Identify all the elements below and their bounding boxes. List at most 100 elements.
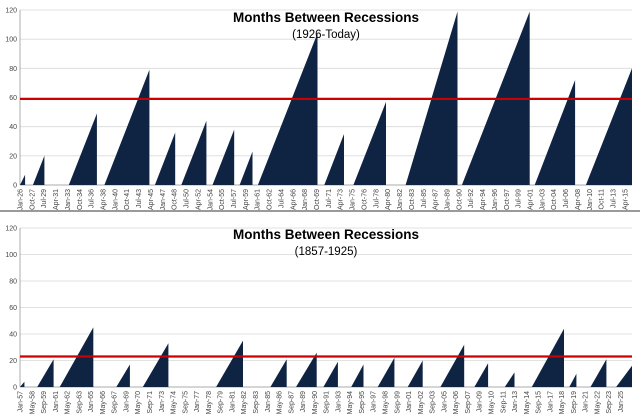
expansion-area-6 (181, 120, 207, 185)
x-tick-label: Sep-75 (182, 391, 189, 414)
x-tick-label: May-70 (135, 391, 142, 414)
x-tick-label: May-18 (559, 391, 566, 414)
expansion-area-9 (323, 361, 338, 387)
x-tick-label: May-86 (277, 391, 284, 414)
expansion-area-2 (37, 359, 54, 387)
x-tick-label: Apr-73 (338, 189, 345, 210)
expansion-area-8 (239, 151, 253, 185)
y-tick-label: 80 (9, 66, 17, 73)
chart-1857-1925: 0 20 40 60 80 100 120 Jan-57 May-58 Sep-59 Jan-61 M… (5, 226, 632, 414)
x-tick-label: Oct-97 (504, 189, 511, 210)
x-tick-label: Jan-77 (194, 391, 201, 413)
x-tick-label: Apr-08 (575, 189, 582, 210)
x-tick-label: Jan-57 (18, 391, 25, 413)
x-tick-label: Jul-99 (516, 189, 523, 208)
x-tick-label: Sep-07 (465, 391, 472, 414)
x-tick-label: Sep-71 (147, 391, 154, 414)
x-tick-label: Sep-83 (253, 391, 260, 414)
x-tick-label: Sep-67 (112, 391, 119, 414)
x-tick-label: Jul-78 (373, 189, 380, 208)
x-tick-label: Jan-65 (88, 391, 95, 413)
expansion-area-15 (504, 372, 515, 387)
x-tick-label: Jan-96 (492, 189, 499, 210)
x-tick-label: May-14 (524, 391, 531, 414)
expansion-area-4 (116, 364, 130, 387)
x-tick-label: May-58 (29, 391, 36, 414)
chart-panel-1857-1925: 0 20 40 60 80 100 120 Jan-57 May-58 Sep-59 Jan-61 M… (0, 212, 640, 420)
x-tick-label: Apr-87 (433, 189, 440, 210)
x-tick-label: Oct-62 (267, 189, 274, 210)
panel-divider (0, 210, 640, 212)
x-tick-label: May-10 (488, 391, 495, 414)
expansion-area-5 (142, 343, 169, 387)
x-tick-label: Sep-95 (359, 391, 366, 414)
x-tick-label: Jan-01 (406, 391, 413, 413)
expansion-area-7 (270, 359, 287, 387)
x-tick-label: Jan-81 (229, 391, 236, 413)
x-tick-label: Jan-82 (397, 189, 404, 210)
x-tick-label: Oct-27 (29, 189, 36, 210)
x-tick-label: Jan-93 (335, 391, 342, 413)
x-tick-label: Jan-54 (207, 189, 214, 210)
x-tick-label: May-62 (65, 391, 72, 414)
x-tick-label: May-98 (383, 391, 390, 414)
x-tick-label: Jul-92 (468, 189, 475, 208)
y-tick-label: 120 (5, 226, 17, 233)
expansion-area-11 (353, 101, 386, 185)
x-tick-label: Jul-71 (326, 189, 333, 208)
expansion-area-17 (569, 373, 577, 387)
x-tick-label: Oct-04 (551, 189, 558, 210)
x-tick-label: Oct-48 (172, 189, 179, 210)
expansion-area-12 (405, 11, 458, 185)
x-tick-label: Jan-40 (112, 189, 119, 210)
x-tick-label: Jan-61 (255, 189, 262, 210)
x-tick-label: Jul-50 (184, 189, 191, 208)
chart-subtitle: (1857-1925) (295, 246, 358, 258)
x-tick-label: Jan-13 (512, 391, 519, 413)
x-tick-label: Sep-87 (288, 391, 295, 414)
expansion-area-4 (104, 69, 150, 185)
x-tick-label: Apr-01 (528, 189, 535, 210)
x-tick-label: Jan-85 (265, 391, 272, 413)
expansion-area-10 (351, 364, 364, 387)
expansion-area-10 (324, 134, 344, 185)
expansion-area-13 (461, 11, 530, 185)
expansion-area-11 (377, 357, 395, 387)
x-tick-label: Oct-11 (599, 189, 606, 210)
x-tick-label: Sep-99 (394, 391, 401, 414)
x-tick-label: May-06 (453, 391, 460, 414)
y-tick-label: 120 (5, 8, 17, 15)
x-tick-label: Sep-15 (536, 391, 543, 414)
x-tick-label: Apr-66 (290, 189, 297, 210)
y-tick-label: 100 (5, 37, 17, 44)
expansion-area-2 (32, 155, 45, 185)
expansion-area-6 (216, 340, 243, 387)
y-tick-label: 100 (5, 252, 17, 259)
x-tick-label: Sep-63 (76, 391, 83, 414)
x-tick-label: Jul-29 (41, 189, 48, 208)
y-tick-label: 40 (9, 332, 17, 339)
expansion-area-1 (20, 174, 26, 185)
x-tick-label: Jan-73 (159, 391, 166, 413)
x-tick-label: May-02 (418, 391, 425, 414)
x-tick-label: Apr-31 (53, 189, 60, 210)
chart-1926-today: 0 20 40 60 80 100 120 Jan-26 Oct-27 Jul-29 Apr-31 J… (5, 8, 632, 210)
x-tick-label: Jul-13 (611, 189, 618, 208)
chart-title: Months Between Recessions (233, 10, 419, 25)
x-tick-label: Sep-91 (324, 391, 331, 414)
x-tick-label: May-22 (594, 391, 601, 414)
x-tick-label: Sep-03 (430, 391, 437, 414)
expansion-area-13 (440, 344, 465, 387)
x-tick-label: Jan-69 (123, 391, 130, 413)
expansion-area-14 (534, 80, 576, 185)
x-tick-label: Jan-09 (477, 391, 484, 413)
x-tick-label: May-90 (312, 391, 319, 414)
x-tick-label: Apr-94 (480, 189, 487, 210)
x-tick-label: May-82 (241, 391, 248, 414)
y-tick-label: 0 (13, 183, 17, 190)
y-tick-label: 0 (13, 385, 17, 392)
x-tick-label: Apr-45 (148, 189, 155, 210)
chart-title: Months Between Recessions (233, 227, 419, 242)
x-tick-label: Jan-17 (547, 391, 554, 413)
x-tick-label: Jul-85 (421, 189, 428, 208)
